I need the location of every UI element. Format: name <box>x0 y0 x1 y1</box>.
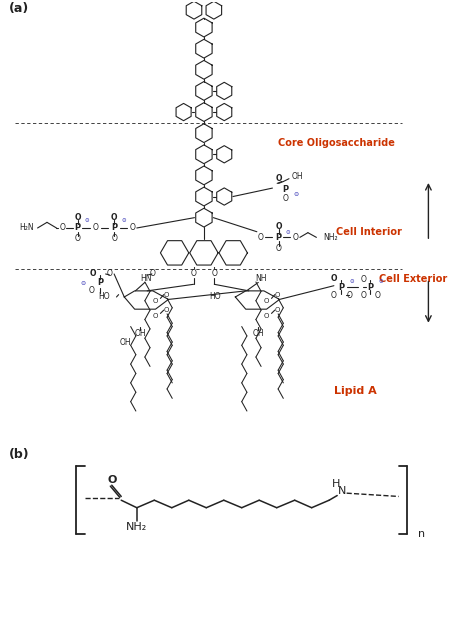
Text: NH₂: NH₂ <box>126 522 147 532</box>
Text: ⊖: ⊖ <box>286 230 291 235</box>
Text: O: O <box>211 269 217 277</box>
Text: P: P <box>97 278 103 287</box>
Text: O: O <box>274 292 280 298</box>
Text: O: O <box>346 290 352 300</box>
Text: O: O <box>264 298 269 304</box>
Text: O: O <box>275 222 282 231</box>
Text: O: O <box>275 174 282 183</box>
Text: n: n <box>418 529 425 539</box>
Text: O: O <box>107 475 117 486</box>
Text: ⊖: ⊖ <box>379 279 383 284</box>
Text: O: O <box>164 307 169 313</box>
Text: O: O <box>111 234 117 243</box>
Text: N: N <box>338 486 346 496</box>
Text: P: P <box>282 185 288 194</box>
Text: OH: OH <box>120 338 132 348</box>
Text: HO: HO <box>98 292 109 300</box>
Text: ⊖: ⊖ <box>81 281 86 286</box>
Text: O: O <box>274 307 280 313</box>
Text: O: O <box>74 213 81 221</box>
Text: O: O <box>89 286 94 295</box>
Text: Cell Interior: Cell Interior <box>337 227 402 237</box>
Text: O: O <box>375 290 381 300</box>
Text: P: P <box>338 282 344 292</box>
Text: P: P <box>367 282 374 292</box>
Text: O: O <box>264 313 269 319</box>
Text: O: O <box>191 269 196 277</box>
Text: ⊖: ⊖ <box>84 218 89 223</box>
Text: O: O <box>360 275 366 284</box>
Text: O: O <box>93 223 99 233</box>
Text: O: O <box>360 290 366 300</box>
Text: O: O <box>164 292 169 298</box>
Text: Cell Exterior: Cell Exterior <box>379 274 447 284</box>
Text: H: H <box>332 479 340 489</box>
Text: OH: OH <box>134 329 146 338</box>
Text: OH: OH <box>292 172 303 182</box>
Text: O: O <box>150 269 156 279</box>
Text: NH₂: NH₂ <box>323 233 337 242</box>
Text: OH: OH <box>253 329 264 338</box>
Text: O: O <box>153 298 158 304</box>
Text: ⊖: ⊖ <box>121 218 126 223</box>
Text: O: O <box>75 234 81 243</box>
Text: O: O <box>276 244 282 253</box>
Text: HN: HN <box>140 274 152 283</box>
Text: O: O <box>331 274 337 283</box>
Text: P: P <box>111 223 117 233</box>
Text: Core Oligosaccharide: Core Oligosaccharide <box>278 137 395 147</box>
Text: NH: NH <box>255 274 266 283</box>
Text: (b): (b) <box>9 448 30 461</box>
Text: O: O <box>292 233 298 242</box>
Text: P: P <box>75 223 81 233</box>
Text: O: O <box>111 213 118 221</box>
Text: O: O <box>258 233 264 242</box>
Text: O: O <box>283 195 288 203</box>
Text: ⊖: ⊖ <box>293 192 299 197</box>
Text: O: O <box>90 269 96 279</box>
Text: O: O <box>153 313 158 319</box>
Text: Lipid A: Lipid A <box>334 386 376 396</box>
Text: HO: HO <box>209 292 220 300</box>
Text: ⊖: ⊖ <box>349 279 354 284</box>
Text: O: O <box>107 269 112 279</box>
Text: (a): (a) <box>9 2 29 16</box>
Text: O: O <box>59 223 65 233</box>
Text: H₂N: H₂N <box>19 223 34 233</box>
Text: O: O <box>331 290 337 300</box>
Text: O: O <box>129 223 135 233</box>
Text: P: P <box>275 233 282 242</box>
